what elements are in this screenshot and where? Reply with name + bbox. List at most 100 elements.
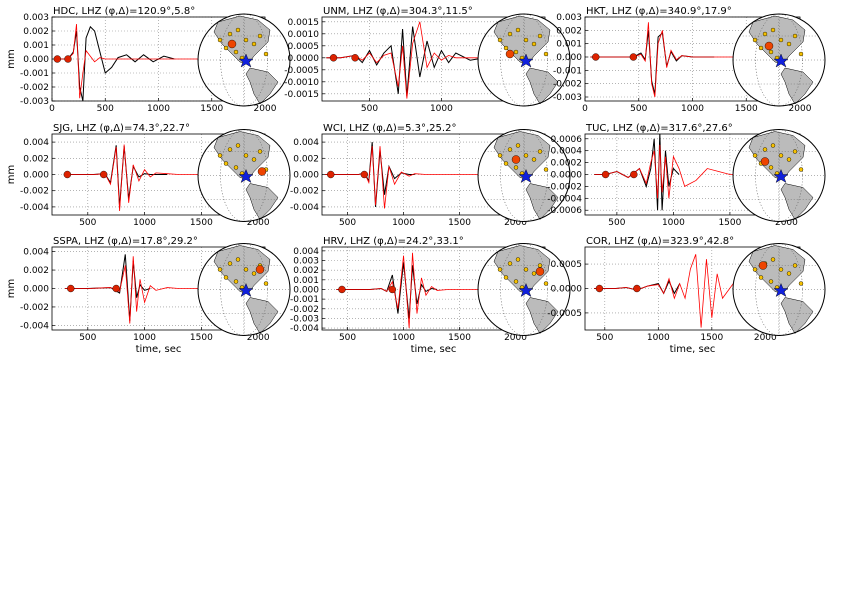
y-tick-label: 0.0010: [288, 30, 320, 40]
station: [217, 37, 223, 43]
panel-title: HRV, LHZ (φ,Δ)=24.2°,33.1°: [323, 236, 464, 247]
station: [768, 279, 774, 284]
y-tick-label: 0.004: [23, 138, 49, 148]
event-star: [773, 168, 789, 183]
y-tick-label: 0.004: [293, 138, 319, 148]
south-america: [525, 297, 559, 334]
station: [778, 37, 784, 43]
y-tick-label: 0.000: [23, 171, 49, 181]
panel: 500 1000 1500 2000 -0.004 -0.002 0.000 0.002 0.0…: [6, 236, 291, 355]
station: [786, 41, 792, 47]
current-station: [257, 167, 267, 176]
station: [543, 51, 549, 57]
north-america: [748, 245, 806, 294]
station: [770, 143, 776, 148]
current-station: [255, 265, 265, 274]
arrival-marker: [351, 54, 359, 62]
station: [217, 153, 223, 158]
panel-title: HDC, LHZ (φ,Δ)=120.9°,5.8°: [53, 6, 195, 17]
traces: [63, 144, 247, 211]
x-tick-label: 2000: [504, 333, 527, 343]
station: [537, 149, 543, 154]
x-tick-label: 1500: [448, 333, 471, 343]
y-tick-label: 0.001: [556, 40, 582, 50]
station: [243, 37, 249, 43]
station: [513, 49, 519, 55]
station: [513, 165, 519, 170]
x-tick-label: 500: [361, 104, 378, 114]
north-america: [748, 15, 806, 65]
x-tick-label: 500: [79, 333, 96, 343]
station: [251, 271, 257, 276]
station: [798, 167, 804, 172]
arrival-marker: [630, 170, 638, 179]
station: [752, 267, 758, 272]
event-star: [238, 282, 254, 297]
globe-edge: [477, 129, 571, 222]
x-tick-label: 500: [97, 104, 114, 114]
event-star: [238, 53, 254, 68]
y-tick-label: -0.001: [553, 66, 582, 76]
y-tick-label: -0.002: [20, 187, 49, 197]
globe-edge: [732, 13, 826, 107]
south-america: [245, 297, 279, 334]
station: [217, 267, 223, 272]
x-tick-label: 2000: [504, 218, 527, 228]
station: [515, 257, 521, 262]
arrival-marker: [629, 53, 638, 61]
north-america: [213, 245, 271, 294]
station: [758, 275, 764, 280]
x-tick-label: 1000: [133, 333, 156, 343]
panel: 500 1000 -0.0015 -0.0010 -0.0005 0.0000 0.0005…: [284, 6, 571, 114]
x-tick-label: 2000: [247, 218, 270, 228]
station: [792, 33, 798, 39]
south-america: [780, 67, 814, 105]
y-tick-label: 0.002: [23, 154, 49, 164]
traces: [326, 21, 514, 99]
station: [798, 281, 804, 286]
x-axis-label: time, sec: [670, 344, 716, 355]
station: [798, 51, 804, 57]
current-station: [758, 261, 768, 270]
y-tick-label: -0.0015: [284, 90, 319, 100]
y-tick-label: 0.002: [23, 266, 49, 276]
x-tick-label: 1500: [718, 218, 741, 228]
event-star: [773, 53, 789, 68]
station: [257, 149, 263, 154]
panel-title: UNM, LHZ (φ,Δ)=304.3°,11.5°: [323, 6, 473, 17]
y-tick-label: -0.002: [20, 83, 49, 93]
event-star: [773, 282, 789, 297]
y-tick-label: -0.004: [290, 324, 319, 334]
current-station: [511, 155, 521, 164]
station: [531, 157, 537, 162]
north-america: [213, 15, 271, 65]
x-tick-label: 1500: [190, 333, 213, 343]
current-station: [227, 39, 237, 49]
traces: [594, 134, 764, 211]
panel: 500 1000 1500 2000 -0.004 -0.002 0.000 0.002 0.0…: [6, 123, 291, 228]
panel: 0 500 1000 1500 2000 -0.003 -0.002 -0.001 0.000 0…: [6, 6, 291, 114]
y-tick-label: 0.0006: [551, 135, 583, 145]
y-tick-label: -0.003: [290, 314, 319, 324]
globe-inset: [197, 13, 291, 107]
panel-title: SJG, LHZ (φ,Δ)=74.3°,22.7°: [53, 123, 190, 134]
north-america: [493, 131, 551, 180]
x-tick-label: 2000: [254, 104, 277, 114]
x-tick-label: 500: [630, 104, 647, 114]
arrival-marker: [388, 285, 397, 294]
x-tick-label: 0: [49, 104, 55, 114]
panel: 0 500 1000 1500 2000 -0.003 -0.002 -0.001 0.000 0…: [553, 6, 826, 114]
y-tick-label: 0.002: [23, 27, 49, 37]
arrival-marker: [53, 55, 62, 63]
station: [792, 263, 798, 268]
x-tick-label: 500: [608, 218, 625, 228]
y-tick-label: 0.004: [23, 248, 49, 258]
globe-inset: [732, 129, 826, 222]
y-axis-label: mm: [6, 49, 17, 68]
y-tick-label: 0.0005: [288, 42, 320, 52]
y-tick-label: -0.004: [20, 321, 49, 331]
station: [503, 161, 509, 166]
y-tick-label: 0.000: [23, 285, 49, 295]
station: [786, 271, 792, 276]
